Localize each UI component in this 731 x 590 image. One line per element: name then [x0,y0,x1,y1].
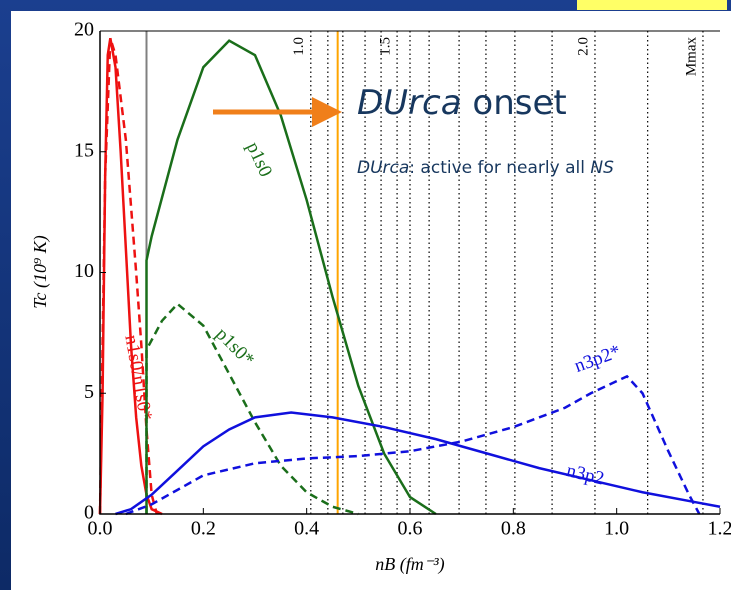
y-tick-label: 20 [74,19,94,41]
y-tick-label: 15 [74,139,94,161]
mass-label: 1.0 [291,37,307,56]
annotation-active: DUrca: active for nearly all NS [357,158,614,178]
x-axis-label: nB (fm⁻³) [375,554,444,575]
annotation-onset: DUrca onset [357,83,567,123]
annotation-part: : active for nearly all [409,158,590,178]
x-tick-label: 0.8 [501,518,526,540]
x-tick-label: 0.4 [294,518,319,540]
mass-label: 2.0 [575,37,591,56]
annotation-part: onset [462,83,567,123]
x-tick-label: 0.6 [398,518,423,540]
series-line [98,37,159,515]
mass-label: 1.5 [378,37,394,56]
x-tick-label: 0.0 [88,518,113,540]
y-tick-label: 5 [84,381,94,403]
mass-label: Mmax [683,37,699,77]
x-tick-label: 0.2 [191,518,216,540]
x-tick-label: 1.0 [604,518,629,540]
y-tick-label: 10 [74,260,94,282]
highlight-box [577,0,727,10]
series-line [145,302,359,516]
series-line [115,411,721,516]
series-line [145,39,437,516]
annotation-part: NS [590,158,614,178]
y-axis-label: Tc (10⁹ K) [30,235,51,309]
annotation-part: DUrca [357,83,462,123]
annotation-part: DUrca [357,158,409,178]
plot-panel [11,11,731,590]
y-tick-label: 0 [84,502,94,524]
series-line [125,374,701,516]
x-tick-label: 1.2 [708,518,731,540]
